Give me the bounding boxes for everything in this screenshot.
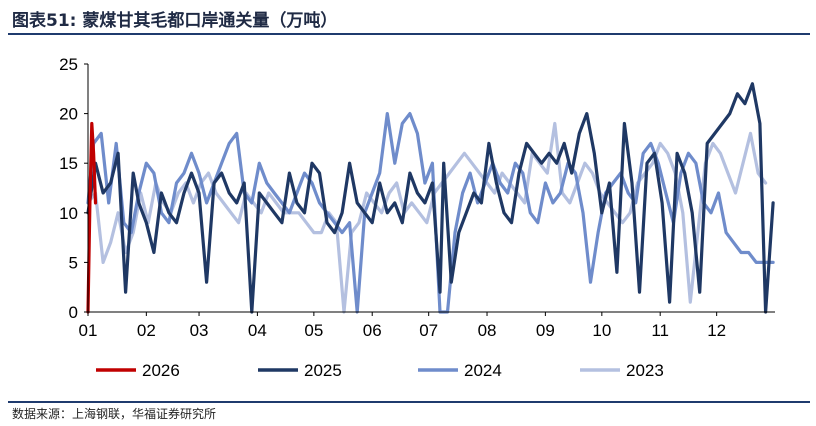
x-tick-label: 10 bbox=[592, 321, 611, 340]
legend: 2026 2025 2024 2023 bbox=[96, 361, 664, 380]
x-tick-label: 09 bbox=[536, 321, 555, 340]
y-tick-label: 10 bbox=[59, 204, 78, 223]
legend-label: 2025 bbox=[304, 361, 342, 380]
y-tick-label: 25 bbox=[59, 55, 78, 74]
plot-area bbox=[86, 82, 775, 314]
x-tick-label: 01 bbox=[79, 321, 98, 340]
x-tick-label: 07 bbox=[419, 321, 438, 340]
x-tick-label: 11 bbox=[651, 321, 669, 340]
x-tick-label: 08 bbox=[478, 321, 497, 340]
y-tick-label: 15 bbox=[59, 154, 78, 173]
legend-label: 2026 bbox=[142, 361, 180, 380]
legend-label: 2023 bbox=[626, 361, 664, 380]
y-tick-label: 5 bbox=[69, 253, 78, 272]
x-tick-label: 03 bbox=[190, 321, 209, 340]
series-line-2026 bbox=[86, 121, 98, 314]
source-divider bbox=[8, 401, 810, 403]
source-note: 数据来源：上海钢联，华福证券研究所 bbox=[12, 407, 217, 421]
chart-title: 图表51: 蒙煤甘其毛都口岸通关量（万吨） bbox=[12, 11, 338, 31]
x-tick-label: 12 bbox=[707, 321, 726, 340]
x-tick-label: 04 bbox=[248, 321, 267, 340]
series-line-2025 bbox=[86, 82, 775, 314]
legend-label: 2024 bbox=[464, 361, 502, 380]
y-tick-label: 0 bbox=[69, 303, 78, 322]
x-tick-label: 05 bbox=[304, 321, 323, 340]
y-tick-label: 20 bbox=[59, 105, 78, 124]
x-tick-label: 02 bbox=[137, 321, 156, 340]
x-tick-label: 06 bbox=[363, 321, 382, 340]
title-divider bbox=[8, 33, 810, 35]
